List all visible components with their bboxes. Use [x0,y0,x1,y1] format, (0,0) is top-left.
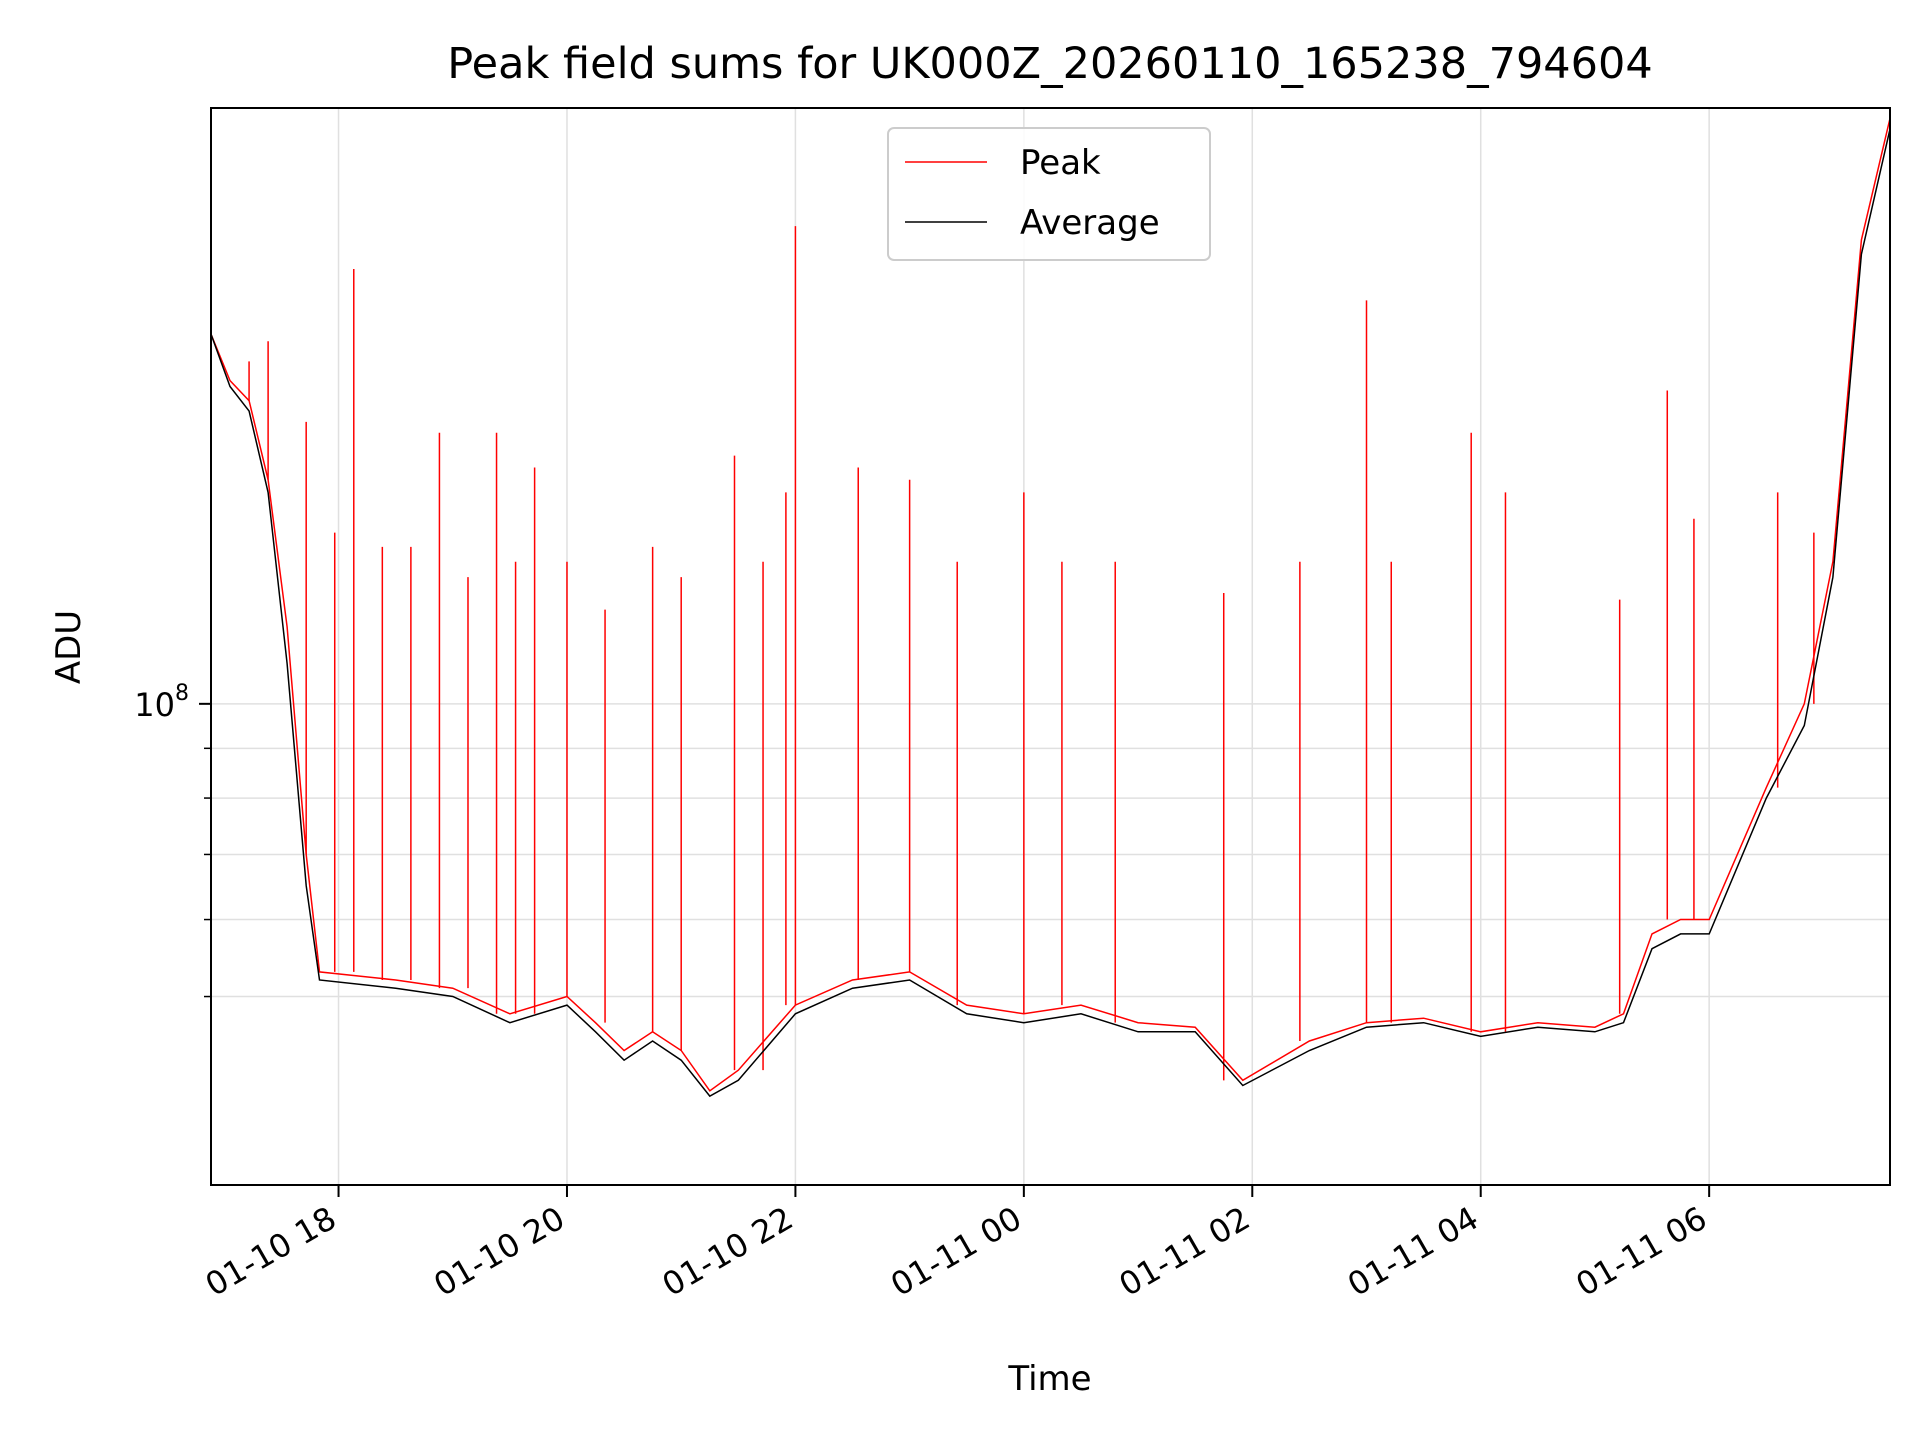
series-line-average [210,128,1891,1098]
x-tick-label: 01-10 22 [656,1199,800,1304]
y-axis-label: ADU [49,610,89,684]
legend: Peak Average [887,127,1211,261]
y-tick-label: 108 [134,681,189,724]
x-axis-label: Time [1007,1359,1091,1399]
grid [211,108,1890,1185]
y-tick-label-exponent: 8 [175,681,189,706]
series-lines [210,118,1891,1098]
x-axis: 01-10 18 01-10 20 01-10 22 01-11 00 01-11 02… [199,1185,1713,1304]
x-tick-label: 01-11 02 [1113,1199,1257,1304]
plot-frame [210,107,1891,1186]
series-line-peak [210,118,1891,1092]
x-tick-label: 01-11 04 [1341,1199,1485,1304]
x-tick-label: 01-11 00 [884,1199,1028,1304]
chart-title: Peak field sums for UK000Z_20260110_1652… [447,39,1653,89]
x-tick-label: 01-11 06 [1570,1199,1714,1304]
legend-label-average: Average [1020,203,1160,243]
x-tick-label: 01-10 18 [199,1199,343,1304]
y-tick-label-base: 10 [134,686,175,724]
x-tick-label: 01-10 20 [427,1199,571,1304]
y-axis: 108 [134,681,211,998]
legend-label-peak: Peak [1020,143,1101,183]
legend-box [887,127,1211,261]
